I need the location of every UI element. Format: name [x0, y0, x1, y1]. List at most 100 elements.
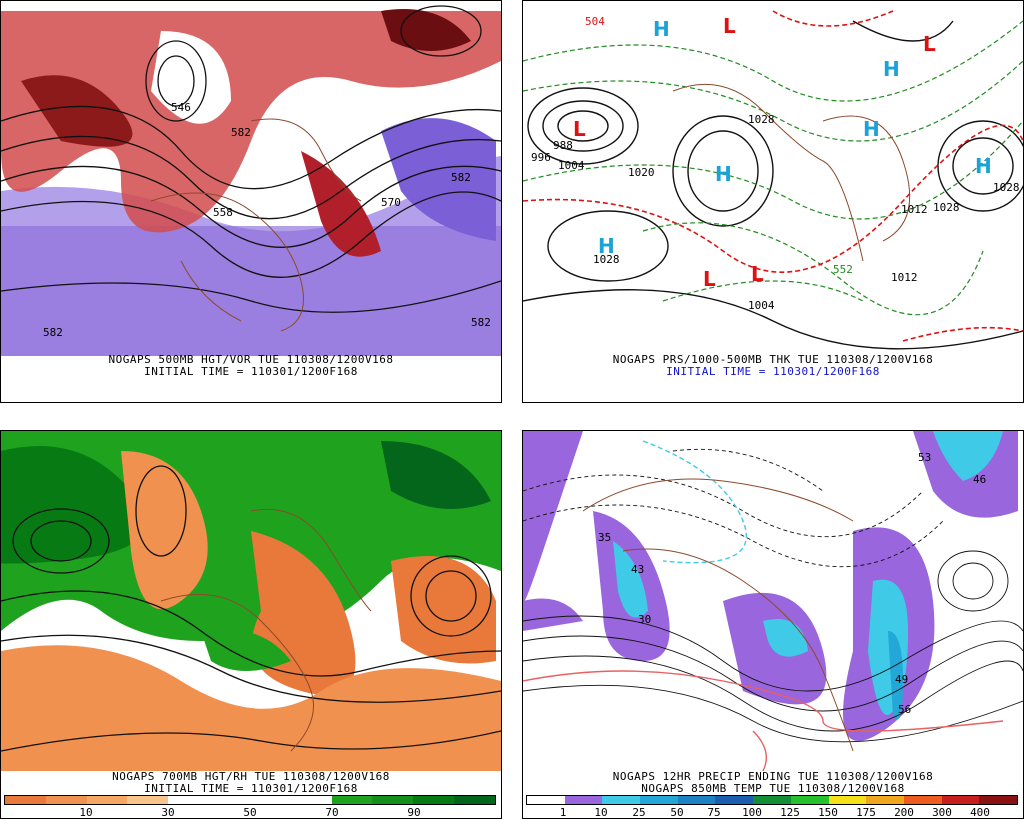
isobar-label: 996: [531, 151, 551, 164]
low-pressure-marker: L: [723, 14, 736, 38]
colorbar-swatch: [903, 796, 942, 804]
temp-label: 53: [918, 451, 931, 464]
colorbar-swatch: [454, 796, 495, 804]
caption-initial-time: INITIAL TIME = 110301/1200F168: [666, 365, 880, 378]
temp-label: 30: [638, 613, 651, 626]
colorbar-swatch: [209, 796, 250, 804]
temp-label: 56: [898, 703, 911, 716]
colorbar-tick: 300: [932, 806, 952, 819]
panel-500mb-hgt-vor: 546 582 582 570 558 582 582 NOGAPS 500MB…: [0, 0, 502, 403]
high-pressure-marker: H: [653, 17, 670, 41]
low-pressure-marker: L: [751, 262, 764, 286]
colorbar-tick: 10: [79, 806, 93, 819]
colorbar-tick: 200: [894, 806, 914, 819]
colorbar-swatch: [86, 796, 128, 804]
colorbar-tick: 25: [632, 806, 646, 819]
colorbar-swatch: [45, 796, 87, 804]
colorbar-tick: 50: [243, 806, 257, 819]
isobar-label: 1012: [901, 203, 928, 216]
colorbar-swatch: [527, 796, 565, 804]
high-pressure-marker: H: [598, 234, 615, 258]
colorbar-swatch: [979, 796, 1017, 804]
colorbar-tick: 50: [670, 806, 684, 819]
temp-label: 35: [598, 531, 611, 544]
colorbar-tick: 400: [970, 806, 990, 819]
caption-initial-time: INITIAL TIME = 110301/1200F168: [144, 365, 358, 378]
caption-precip: NOGAPS 12HR PRECIP ENDING TUE 110308/120…: [612, 770, 934, 783]
caption-temp: NOGAPS 850MB TEMP TUE 110308/1200V168: [641, 782, 905, 795]
colorbar-swatch: [640, 796, 678, 804]
colorbar-precip: [526, 795, 1018, 805]
colorbar-swatch: [866, 796, 904, 804]
colorbar-tick: 10: [594, 806, 608, 819]
colorbar-tick: 30: [161, 806, 175, 819]
colorbar-swatch: [753, 796, 791, 804]
map-700mb-hgt-rh: [1, 431, 501, 771]
isobar-label: 1028: [993, 181, 1020, 194]
caption-title: NOGAPS PRS/1000-500MB THK TUE 110308/120…: [612, 353, 934, 366]
colorbar-tick: 1: [559, 806, 567, 819]
low-pressure-marker: L: [573, 117, 586, 141]
colorbar-swatch: [168, 796, 210, 804]
colorbar-tick: 90: [407, 806, 421, 819]
contour-label: 546: [171, 101, 191, 114]
contour-label: 570: [381, 196, 401, 209]
high-pressure-marker: H: [883, 57, 900, 81]
map-prs-thk: L L L L L H H H H H H 988 996 1004 1028 …: [523, 1, 1023, 356]
colorbar-rh-ticks: 10 30 50 70 90: [4, 806, 496, 819]
colorbar-swatch: [715, 796, 754, 804]
low-pressure-marker: L: [703, 267, 716, 291]
map-precip-temp: 35 43 30 46 53 49 56: [523, 431, 1023, 771]
colorbar-tick: 150: [818, 806, 838, 819]
caption-title: NOGAPS 500MB HGT/VOR TUE 110308/1200V168: [108, 353, 394, 366]
colorbar-swatch: [249, 796, 291, 804]
high-pressure-marker: H: [863, 117, 880, 141]
colorbar-swatch: [5, 796, 46, 804]
colorbar-swatch: [372, 796, 414, 804]
colorbar-swatch: [413, 796, 455, 804]
map-500mb-hgt-vor: 546 582 582 570 558 582 582: [1, 1, 501, 356]
colorbar-swatch: [602, 796, 641, 804]
colorbar-precip-ticks: 1 10 25 50 75 100 125 150 175 200 300 40…: [526, 806, 1018, 819]
colorbar-tick: 100: [742, 806, 762, 819]
caption-initial-time: INITIAL TIME = 110301/1200F168: [144, 782, 358, 795]
temp-label: 46: [973, 473, 986, 486]
contour-label: 582: [43, 326, 63, 339]
isobar-label: 1028: [748, 113, 775, 126]
colorbar-swatch: [677, 796, 716, 804]
colorbar-tick: 175: [856, 806, 876, 819]
colorbar-swatch: [828, 796, 867, 804]
isobar-label: 988: [553, 139, 573, 152]
thickness-label: 504: [585, 15, 605, 28]
isobar-label: 1004: [558, 159, 585, 172]
isobar-label: 1028: [933, 201, 960, 214]
colorbar-tick: 70: [325, 806, 339, 819]
panel-prs-thk: L L L L L H H H H H H 988 996 1004 1028 …: [522, 0, 1024, 403]
colorbar-swatch: [127, 796, 169, 804]
panel-precip-temp: 35 43 30 46 53 49 56 NOGAPS 12HR PRECIP …: [522, 430, 1024, 819]
colorbar-swatch: [941, 796, 980, 804]
high-pressure-marker: H: [975, 154, 992, 178]
temp-label: 43: [631, 563, 644, 576]
temp-label: 49: [895, 673, 908, 686]
colorbar-tick: 75: [707, 806, 721, 819]
low-pressure-marker: L: [923, 32, 936, 56]
isobar-label: 1004: [748, 299, 775, 312]
contour-label: 558: [213, 206, 233, 219]
isobar-label: 1020: [628, 166, 655, 179]
colorbar-swatch: [290, 796, 332, 804]
contour-label: 582: [471, 316, 491, 329]
colorbar-swatch: [564, 796, 603, 804]
panel-700mb-hgt-rh: NOGAPS 700MB HGT/RH TUE 110308/1200V168 …: [0, 430, 502, 819]
contour-label: 582: [451, 171, 471, 184]
high-pressure-marker: H: [715, 162, 732, 186]
isobar-label: 1012: [891, 271, 918, 284]
contour-label: 582: [231, 126, 251, 139]
isobar-label: 1028: [593, 253, 620, 266]
thickness-label: 552: [833, 263, 853, 276]
caption-title: NOGAPS 700MB HGT/RH TUE 110308/1200V168: [112, 770, 390, 783]
colorbar-swatch: [331, 796, 373, 804]
colorbar-rh: [4, 795, 496, 805]
colorbar-swatch: [790, 796, 829, 804]
colorbar-tick: 125: [780, 806, 800, 819]
